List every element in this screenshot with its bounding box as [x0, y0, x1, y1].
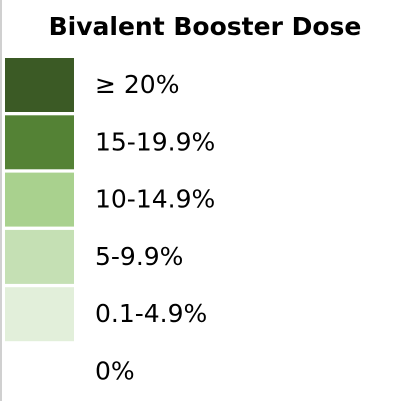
- legend-label: 5-9.9%: [95, 242, 183, 271]
- legend-swatch: [5, 287, 74, 342]
- legend-swatch: [5, 229, 74, 284]
- legend-label: ≥ 20%: [95, 70, 179, 99]
- legend-swatch: [5, 115, 74, 170]
- legend-swatch: [5, 344, 74, 399]
- legend-label: 0.1-4.9%: [95, 299, 207, 328]
- legend-swatch: [5, 58, 74, 112]
- legend-swatch: [5, 172, 74, 227]
- legend-label: 0%: [95, 357, 135, 386]
- legend-label: 10-14.9%: [95, 185, 215, 214]
- legend-title: Bivalent Booster Dose: [49, 12, 362, 41]
- legend-label: 15-19.9%: [95, 127, 215, 156]
